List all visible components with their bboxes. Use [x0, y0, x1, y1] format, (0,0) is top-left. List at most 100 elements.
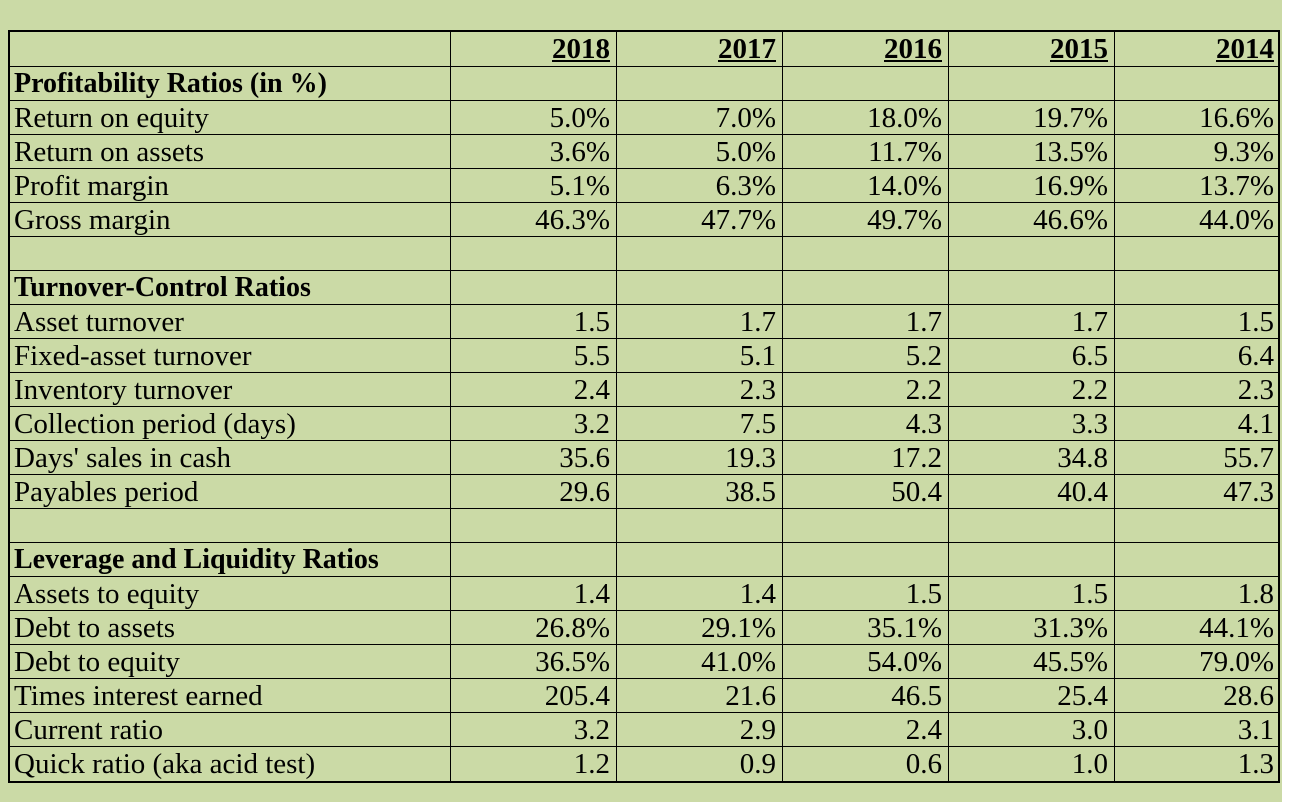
ratio-label[interactable]: Days' sales in cash [14, 442, 232, 474]
ratio-value-2014[interactable]: 28.6 [1114, 679, 1280, 712]
ratio-value-2014[interactable]: 79.0% [1114, 645, 1280, 678]
ratio-label[interactable]: Payables period [14, 476, 199, 508]
ratio-label[interactable]: Assets to equity [14, 578, 200, 610]
ratio-value-2016[interactable]: 17.2 [782, 441, 948, 474]
ratio-value-2014[interactable]: 1.5 [1114, 305, 1280, 338]
section-empty-cell[interactable] [450, 67, 616, 100]
ratio-value-2016[interactable]: 0.6 [782, 747, 948, 781]
ratio-value-2018[interactable]: 3.2 [450, 407, 616, 440]
year-2014-header[interactable]: 2014 [1114, 32, 1280, 66]
ratio-value-2015[interactable]: 6.5 [948, 339, 1114, 372]
ratio-value-2017[interactable]: 47.7% [616, 203, 782, 236]
blank-label-cell[interactable] [10, 237, 450, 270]
ratio-value-2014[interactable]: 16.6% [1114, 101, 1280, 134]
ratio-value-2017[interactable]: 21.6 [616, 679, 782, 712]
ratio-value-2015[interactable]: 25.4 [948, 679, 1114, 712]
section-empty-cell[interactable] [450, 543, 616, 576]
blank-value-cell[interactable] [616, 509, 782, 542]
ratio-value-2017[interactable]: 2.9 [616, 713, 782, 746]
ratio-value-2017[interactable]: 38.5 [616, 475, 782, 508]
ratio-value-2018[interactable]: 5.0% [450, 101, 616, 134]
ratio-value-2015[interactable]: 19.7% [948, 101, 1114, 134]
ratio-label[interactable]: Fixed-asset turnover [14, 340, 252, 372]
ratio-value-2014[interactable]: 13.7% [1114, 169, 1280, 202]
section-empty-cell[interactable] [948, 67, 1114, 100]
ratio-value-2015[interactable]: 40.4 [948, 475, 1114, 508]
ratio-label[interactable]: Inventory turnover [14, 374, 233, 406]
ratio-value-2015[interactable]: 1.7 [948, 305, 1114, 338]
ratio-value-2014[interactable]: 44.0% [1114, 203, 1280, 236]
section-empty-cell[interactable] [450, 271, 616, 304]
ratio-value-2016[interactable]: 50.4 [782, 475, 948, 508]
section-empty-cell[interactable] [948, 543, 1114, 576]
ratio-value-2015[interactable]: 13.5% [948, 135, 1114, 168]
ratio-value-2018[interactable]: 205.4 [450, 679, 616, 712]
blank-value-cell[interactable] [782, 237, 948, 270]
ratio-label[interactable]: Return on equity [14, 102, 209, 134]
ratio-value-2017[interactable]: 1.7 [616, 305, 782, 338]
ratio-value-2016[interactable]: 4.3 [782, 407, 948, 440]
ratio-value-2016[interactable]: 11.7% [782, 135, 948, 168]
ratio-value-2016[interactable]: 2.4 [782, 713, 948, 746]
ratio-label[interactable]: Current ratio [14, 714, 163, 746]
ratio-value-2017[interactable]: 6.3% [616, 169, 782, 202]
ratio-value-2018[interactable]: 1.2 [450, 747, 616, 781]
ratio-value-2017[interactable]: 19.3 [616, 441, 782, 474]
section-empty-cell[interactable] [1114, 543, 1280, 576]
ratio-value-2017[interactable]: 7.5 [616, 407, 782, 440]
ratio-value-2017[interactable]: 41.0% [616, 645, 782, 678]
blank-value-cell[interactable] [782, 509, 948, 542]
blank-value-cell[interactable] [1114, 509, 1280, 542]
section-title[interactable]: Leverage and Liquidity Ratios [14, 544, 379, 575]
ratio-value-2016[interactable]: 18.0% [782, 101, 948, 134]
ratio-label[interactable]: Asset turnover [14, 306, 184, 338]
ratio-value-2018[interactable]: 26.8% [450, 611, 616, 644]
ratio-value-2018[interactable]: 36.5% [450, 645, 616, 678]
ratio-value-2016[interactable]: 49.7% [782, 203, 948, 236]
section-title[interactable]: Turnover-Control Ratios [14, 272, 311, 303]
ratio-value-2017[interactable]: 5.1 [616, 339, 782, 372]
section-empty-cell[interactable] [616, 271, 782, 304]
ratio-value-2017[interactable]: 2.3 [616, 373, 782, 406]
ratio-value-2018[interactable]: 2.4 [450, 373, 616, 406]
section-empty-cell[interactable] [782, 67, 948, 100]
ratio-value-2016[interactable]: 54.0% [782, 645, 948, 678]
ratio-value-2017[interactable]: 5.0% [616, 135, 782, 168]
ratio-value-2018[interactable]: 35.6 [450, 441, 616, 474]
ratio-label[interactable]: Times interest earned [14, 680, 263, 712]
ratio-value-2016[interactable]: 46.5 [782, 679, 948, 712]
ratio-value-2014[interactable]: 2.3 [1114, 373, 1280, 406]
ratio-label[interactable]: Gross margin [14, 204, 171, 236]
blank-value-cell[interactable] [450, 237, 616, 270]
blank-value-cell[interactable] [616, 237, 782, 270]
year-2016-header[interactable]: 2016 [782, 32, 948, 66]
ratio-value-2016[interactable]: 1.5 [782, 577, 948, 610]
section-empty-cell[interactable] [782, 543, 948, 576]
ratio-value-2018[interactable]: 1.5 [450, 305, 616, 338]
ratio-value-2018[interactable]: 1.4 [450, 577, 616, 610]
ratio-value-2016[interactable]: 1.7 [782, 305, 948, 338]
ratio-label[interactable]: Collection period (days) [14, 408, 296, 440]
ratio-label[interactable]: Return on assets [14, 136, 205, 168]
section-title[interactable]: Profitability Ratios (in %) [14, 68, 327, 99]
blank-label-cell[interactable] [10, 509, 450, 542]
ratio-value-2014[interactable]: 44.1% [1114, 611, 1280, 644]
blank-value-cell[interactable] [948, 237, 1114, 270]
blank-value-cell[interactable] [450, 509, 616, 542]
ratio-value-2018[interactable]: 29.6 [450, 475, 616, 508]
ratio-label[interactable]: Quick ratio (aka acid test) [14, 748, 316, 780]
ratio-value-2016[interactable]: 35.1% [782, 611, 948, 644]
ratio-label[interactable]: Debt to assets [14, 612, 176, 644]
ratio-value-2015[interactable]: 1.0 [948, 747, 1114, 781]
ratio-value-2015[interactable]: 45.5% [948, 645, 1114, 678]
ratio-value-2015[interactable]: 2.2 [948, 373, 1114, 406]
ratio-value-2018[interactable]: 5.5 [450, 339, 616, 372]
ratio-value-2016[interactable]: 14.0% [782, 169, 948, 202]
year-2015-header[interactable]: 2015 [948, 32, 1114, 66]
ratio-label[interactable]: Profit margin [14, 170, 169, 202]
section-empty-cell[interactable] [782, 271, 948, 304]
ratio-value-2015[interactable]: 46.6% [948, 203, 1114, 236]
ratio-value-2014[interactable]: 9.3% [1114, 135, 1280, 168]
ratio-value-2015[interactable]: 3.0 [948, 713, 1114, 746]
ratio-value-2017[interactable]: 7.0% [616, 101, 782, 134]
